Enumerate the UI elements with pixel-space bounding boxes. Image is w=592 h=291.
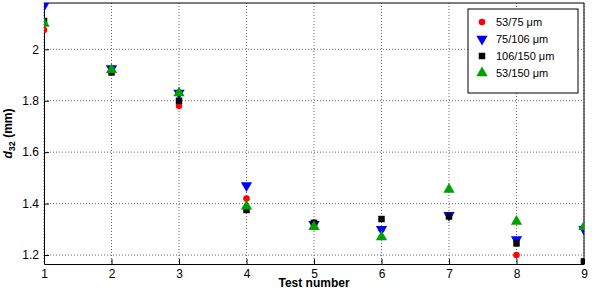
tick-label: 1.4 <box>22 197 39 211</box>
tick: 1.4 <box>22 197 49 211</box>
tick: 1.8 <box>22 94 49 108</box>
grid-line <box>246 3 247 264</box>
point <box>241 182 252 192</box>
grid-line <box>179 3 180 264</box>
axis-line <box>44 4 45 265</box>
legend-marker <box>479 53 485 59</box>
tick-mark <box>449 259 450 264</box>
legend-label: 75/106 μm <box>496 33 548 45</box>
point <box>511 236 522 246</box>
legend-marker <box>479 19 486 26</box>
point <box>513 240 519 246</box>
tick-label: 6 <box>379 267 386 281</box>
grid-line <box>381 3 382 264</box>
legend-marker <box>476 36 487 46</box>
tick-label: 2 <box>109 267 116 281</box>
legend-box <box>468 9 578 93</box>
point <box>443 183 454 193</box>
grid-line <box>44 255 584 256</box>
legend-marker <box>476 66 487 76</box>
grid-line <box>44 203 584 204</box>
tick: 4 <box>244 259 251 281</box>
tick: 2 <box>32 43 49 57</box>
tick: 3 <box>176 259 183 281</box>
point <box>44 3 50 12</box>
legend-label: 106/150 μm <box>496 50 554 62</box>
plot: 1234567891.21.41.61.82 <box>22 2 589 280</box>
tick: 7 <box>446 259 453 281</box>
frame <box>44 3 584 264</box>
tick-mark <box>179 259 180 264</box>
point <box>443 212 454 222</box>
tick-label: 1.2 <box>22 248 39 262</box>
tick-mark <box>44 204 49 205</box>
point <box>176 97 182 103</box>
tick-label: 4 <box>244 267 251 281</box>
tick-mark <box>247 259 248 264</box>
series <box>44 3 584 246</box>
point <box>581 258 584 264</box>
axis-line <box>45 264 585 265</box>
tick: 1.6 <box>22 145 49 159</box>
legend: 53/75 μm 75/106 μm 106/150 μm 53/150 μm <box>468 9 578 93</box>
tick-mark <box>44 255 49 256</box>
tick: 8 <box>514 259 521 281</box>
point <box>578 220 584 230</box>
grid-line <box>44 3 45 264</box>
grid-line <box>449 3 450 264</box>
tick: 2 <box>109 259 116 281</box>
series <box>44 17 584 240</box>
y-axis-title: d32 (mm) <box>1 108 17 158</box>
tick-mark <box>112 259 113 264</box>
point <box>44 27 47 34</box>
point <box>511 215 522 225</box>
grid-line <box>44 152 584 153</box>
grid-line <box>44 100 584 101</box>
tick-label: 3 <box>176 267 183 281</box>
tick-label: 1.6 <box>22 145 39 159</box>
tick: 6 <box>379 259 386 281</box>
tick-mark <box>44 101 49 102</box>
tick-mark <box>44 152 49 153</box>
legend-label: 53/75 μm <box>496 16 542 28</box>
point <box>44 17 50 27</box>
point <box>446 213 452 219</box>
grid <box>44 3 584 264</box>
tick-label: 2 <box>32 43 39 57</box>
point <box>378 216 384 222</box>
point <box>513 252 520 259</box>
tick-label: 1 <box>41 267 48 281</box>
point <box>106 63 117 73</box>
x-axis-title: Test number <box>278 276 349 290</box>
point <box>376 230 387 240</box>
tick-label: 1.8 <box>22 94 39 108</box>
series <box>44 18 584 264</box>
tick-label: 7 <box>446 267 453 281</box>
tick-mark <box>382 259 383 264</box>
tick-label: 8 <box>514 267 521 281</box>
tick-mark <box>314 259 315 264</box>
legend-label: 53/150 μm <box>496 67 548 79</box>
chart: 1234567891.21.41.61.82Test numberd32 (mm… <box>0 0 592 291</box>
point <box>581 258 584 264</box>
tick: 9 <box>581 259 588 281</box>
tick-label: 9 <box>581 267 588 281</box>
point <box>308 220 319 230</box>
point <box>308 221 319 231</box>
point <box>241 200 252 210</box>
tick-mark <box>44 49 49 50</box>
tick: 1.2 <box>22 248 49 262</box>
y-axis: 1.2 1.4 1.6 1.8 2 <box>22 4 49 265</box>
grid-line <box>111 3 112 264</box>
tick-mark <box>517 259 518 264</box>
point <box>173 86 184 96</box>
points <box>44 3 584 264</box>
